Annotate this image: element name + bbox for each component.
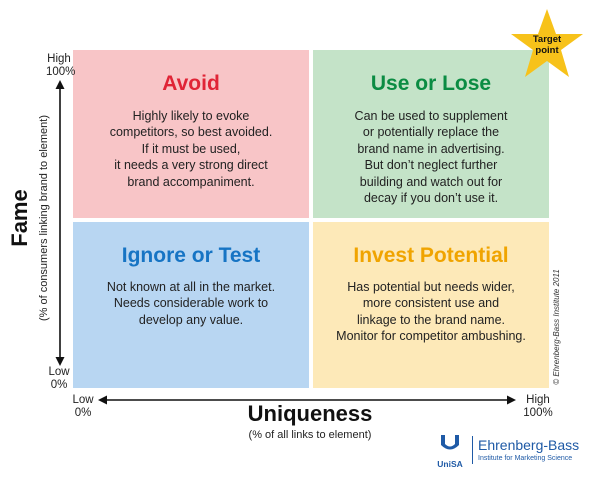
copyright-note: © Ehrenberg-Bass Institute 2011 [552,269,561,385]
x-axis-subtitle: (% of all links to element) [248,429,372,441]
quadrant-description: Not known at all in the market. Needs co… [106,280,276,327]
x-axis-left-label: Low 0% [72,394,94,419]
star-label-line2: point [535,45,559,56]
target-star-icon: Target point [511,9,583,77]
star-label-line1: Target [533,34,562,45]
y-axis-bottom-label: Low 0% [48,366,70,391]
quadrant-description: Can be used to supplement or potentially… [354,109,508,206]
quadrant-title: Invest Potential [353,244,509,267]
quadrant-title: Ignore or Test [121,244,261,267]
y-axis-top-label: High 100% [46,53,76,78]
y-axis-arrow [55,80,65,366]
quadrant-use-or-lose: Use or Lose Can be used to supplement or… [313,50,549,218]
x-axis-title: Uniqueness [247,401,373,426]
y-axis-title: Fame [7,189,32,247]
logo-divider [472,436,473,464]
quadrant-description: Highly likely to evoke competitors, so b… [109,109,273,189]
ehrenberg-bass-logo-name: Ehrenberg-Bass [478,437,580,453]
quadrant-title: Avoid [162,72,220,95]
unisa-logo-icon [441,435,459,450]
x-axis-arrow [98,395,516,405]
ehrenberg-bass-logo-tagline: Institute for Marketing Science [478,455,573,462]
quadrant-invest-potential: Invest Potential Has potential but needs… [313,222,549,388]
quadrant-ignore-or-test: Ignore or Test Not known at all in the m… [73,222,309,388]
quadrant-description: Has potential but needs wider, more cons… [336,280,526,344]
unisa-logo-text: UniSA [437,459,463,469]
quadrant-title: Use or Lose [370,72,492,95]
x-axis-right-label: High 100% [523,394,553,419]
quadrant-avoid: Avoid Highly likely to evoke competitors… [73,50,309,218]
y-axis-subtitle: (% of consumers linking brand to element… [38,114,50,322]
unisa-logo: UniSA [432,432,468,469]
